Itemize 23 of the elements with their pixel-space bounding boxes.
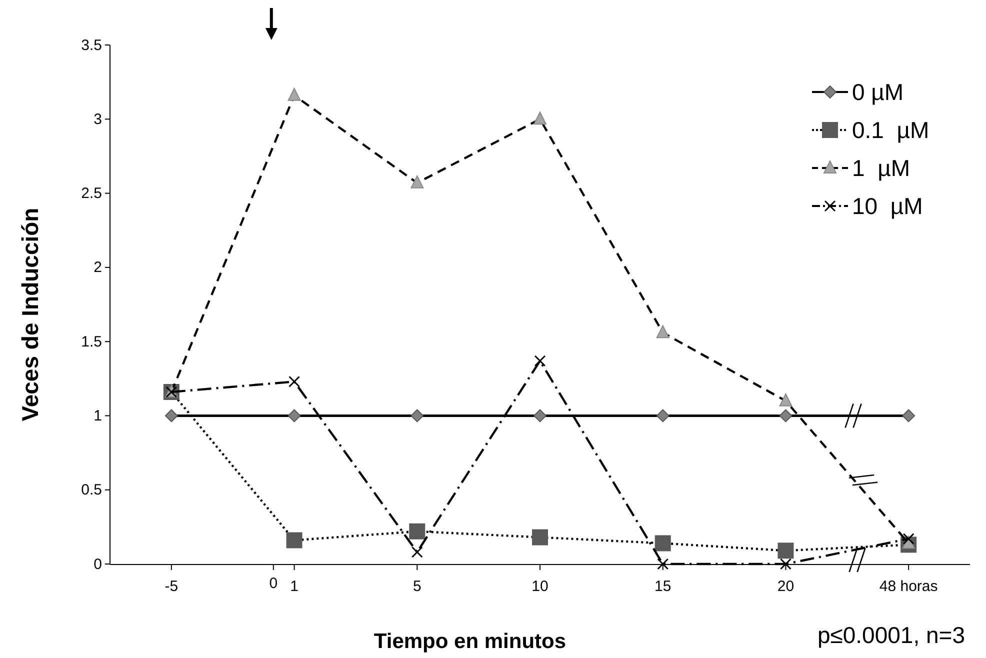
y-tick-label: 0.5	[81, 482, 102, 499]
legend-label: 1 µM	[852, 155, 910, 181]
text: p≤0.0001, n=3	[817, 622, 965, 648]
y-tick-label: 0	[94, 556, 102, 573]
x-tick-label: 48 horas	[879, 578, 938, 595]
y-tick-label: 1.5	[81, 333, 102, 350]
y-tick-label: 3	[94, 110, 102, 128]
x-tick-label: -5	[164, 578, 178, 595]
x-tick-label: 10	[532, 578, 548, 595]
y-axis-title: Veces de Inducción	[17, 208, 43, 422]
y-tick-label: 2.5	[81, 185, 102, 202]
y-tick-label: 3.5	[81, 36, 102, 54]
y-tick-label: 2	[94, 259, 102, 276]
text: 0	[269, 575, 278, 592]
x-tick-label: 15	[654, 578, 672, 595]
x-tick-label: 5	[412, 578, 422, 595]
x-tick-label: 1	[290, 578, 298, 595]
x-axis-title: Tiempo en minutos	[374, 630, 566, 653]
y-tick-label: 1	[94, 408, 102, 425]
x-tick-label: 20	[777, 578, 794, 595]
legend-label: 0 µM	[852, 79, 904, 105]
legend-label: 0.1 µM	[852, 117, 930, 143]
legend-label: 10 µM	[852, 193, 923, 219]
